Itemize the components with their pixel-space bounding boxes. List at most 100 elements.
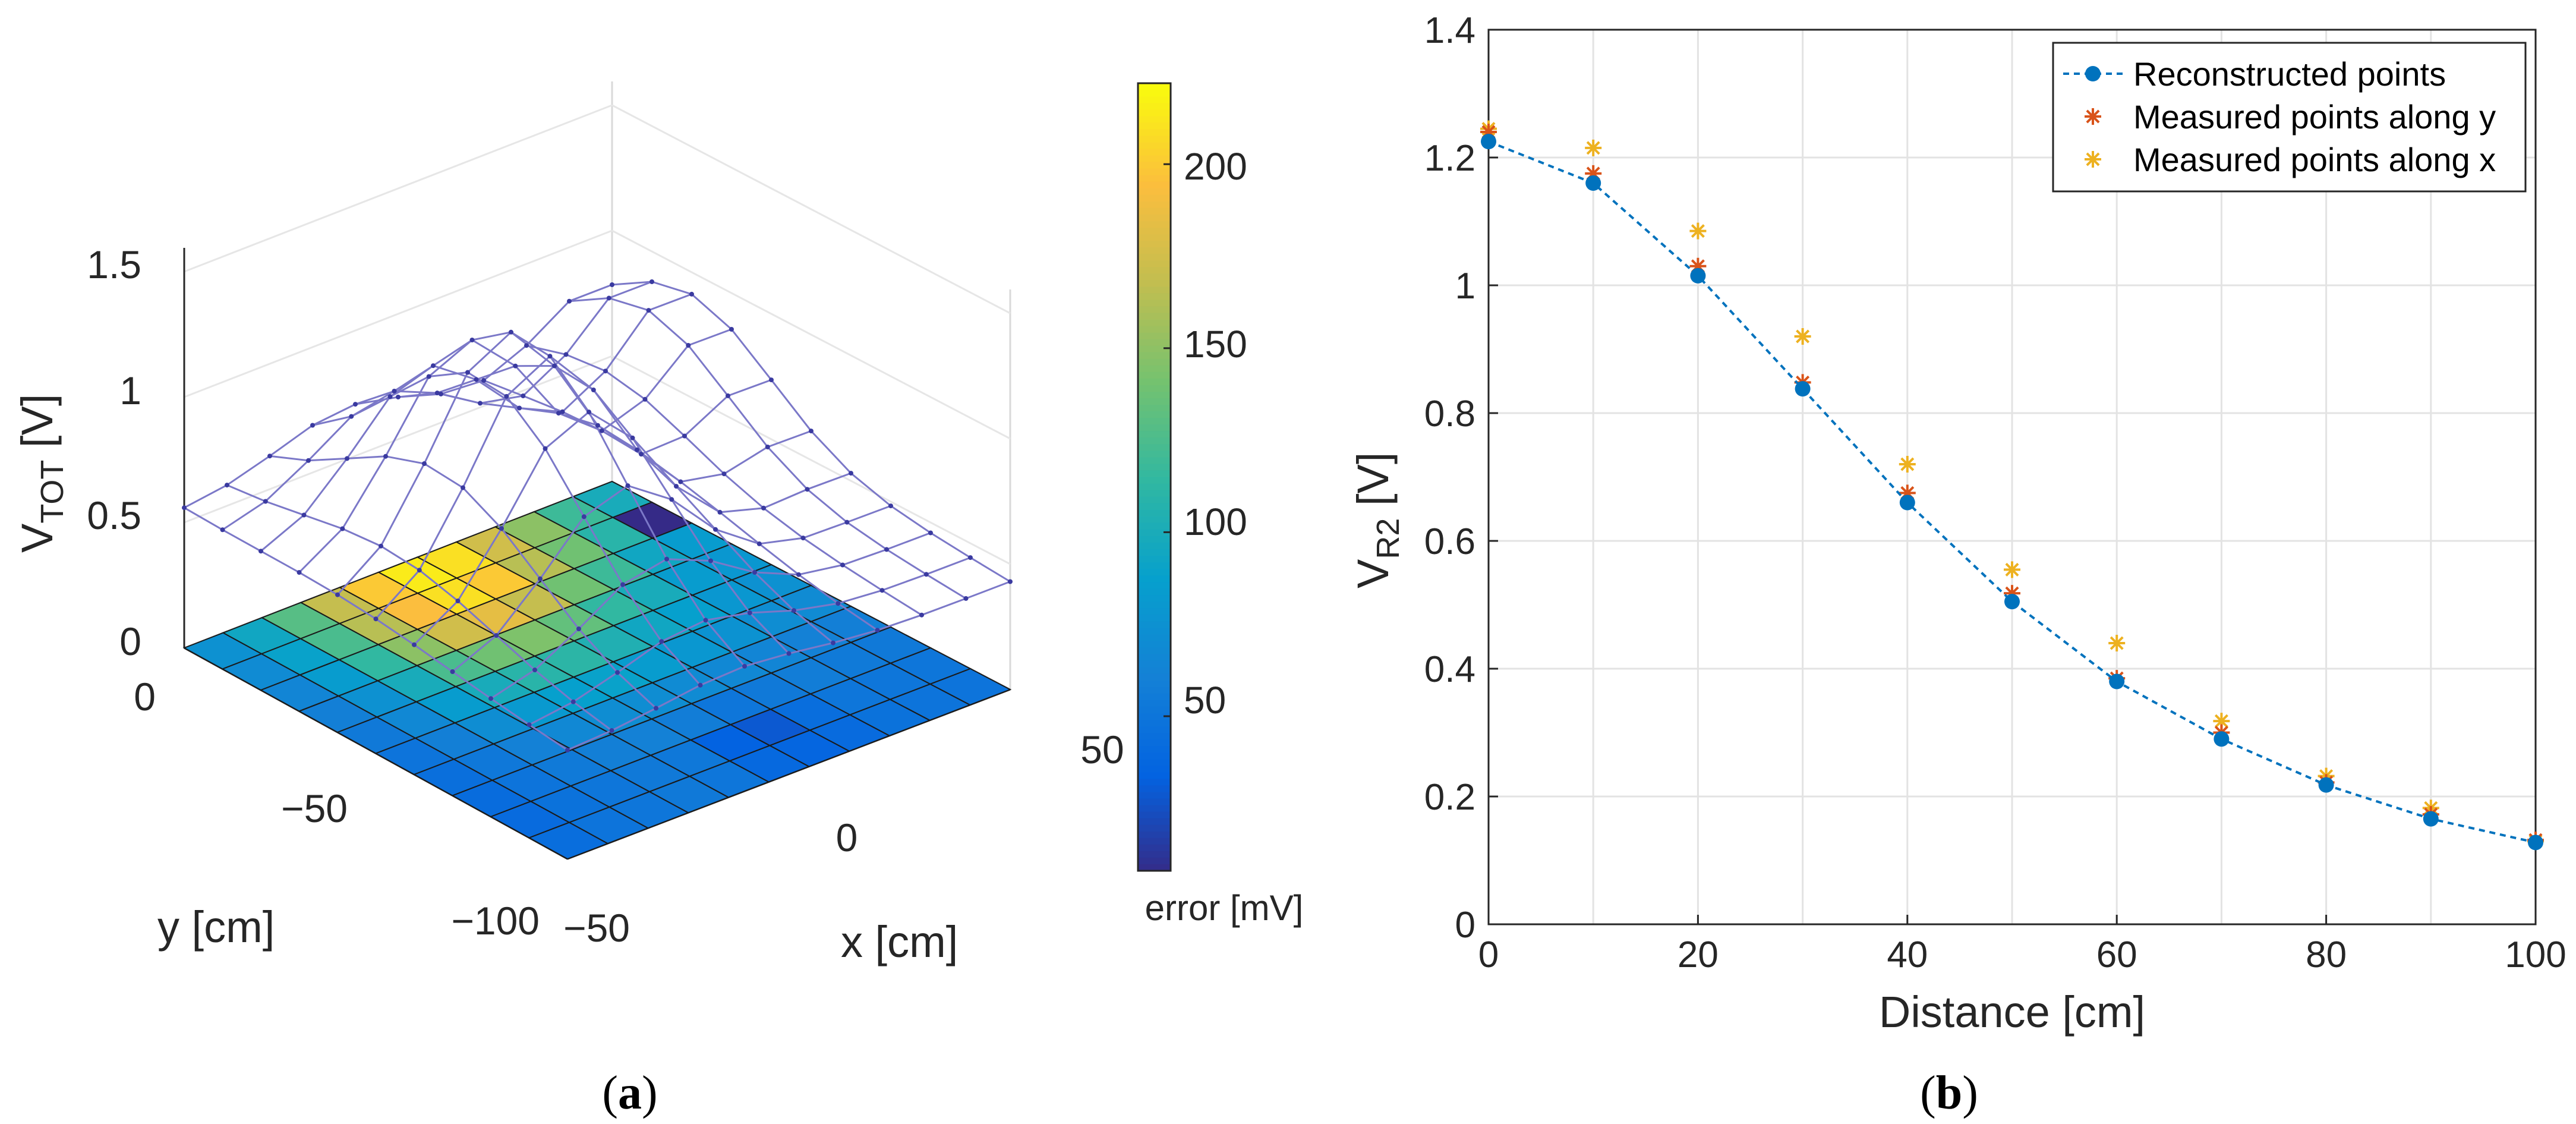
x-tick-label: 20 <box>1678 934 1719 975</box>
mesh-point <box>570 699 576 704</box>
colorbar-segment <box>1138 273 1171 281</box>
colorbar-segment <box>1138 706 1171 714</box>
colorbar-segment <box>1138 358 1171 366</box>
mesh-point <box>646 308 651 313</box>
asterisk-stroke <box>1900 457 1915 471</box>
colorbar-segment <box>1138 746 1171 754</box>
y-tick-label: 0 <box>134 675 156 719</box>
colorbar-segment <box>1138 667 1171 675</box>
colorbar-segment <box>1138 720 1171 728</box>
colorbar-segment <box>1138 207 1171 215</box>
mesh-point <box>263 499 268 504</box>
colorbar-segment <box>1138 306 1171 314</box>
z-tick-label: 1 <box>119 369 141 413</box>
z-label-unit: [V] <box>12 394 62 460</box>
data-point <box>2108 635 2126 651</box>
mesh-point <box>809 429 814 434</box>
colorbar-segment <box>1138 660 1171 668</box>
mesh-point <box>630 435 635 440</box>
data-point <box>1689 222 1707 240</box>
colorbar-segment <box>1138 300 1171 307</box>
mesh-point <box>552 363 557 369</box>
colorbar-segment <box>1138 136 1171 143</box>
mesh-point <box>297 570 302 575</box>
colorbar-segment <box>1138 588 1171 596</box>
y-tick-label: −50 <box>281 786 348 830</box>
y-tick-label: 0 <box>1455 905 1475 946</box>
mesh-point <box>635 447 639 452</box>
mesh-point <box>521 393 526 398</box>
colorbar-segment <box>1138 103 1171 111</box>
line-chart: 0 0.2 0.4 0.6 0.8 1 1.2 1.4 0 20 40 60 80 100 VR2 [V… <box>1348 10 2566 1119</box>
colorbar-segment <box>1138 227 1171 235</box>
z-gridline <box>611 229 1011 440</box>
colorbar-segment <box>1138 844 1171 852</box>
colorbar-segment <box>1138 838 1171 845</box>
mesh-point <box>465 370 470 375</box>
mesh-point <box>792 608 796 613</box>
colorbar-tick-label: 200 <box>1184 145 1247 188</box>
mesh-point <box>182 505 187 511</box>
asterisk-stroke <box>2005 562 2019 577</box>
colorbar-segment <box>1138 726 1171 734</box>
mesh-point <box>923 572 929 577</box>
mesh-point <box>335 592 340 597</box>
colorbar-segment <box>1138 129 1171 137</box>
asterisk-stroke <box>2086 109 2100 124</box>
x-tick-label: 50 <box>1080 728 1124 772</box>
colorbar-segment <box>1138 615 1171 622</box>
mesh-point <box>639 452 644 457</box>
y-axis-label: VR2 [V] <box>1348 452 1406 588</box>
y-label-sub: R2 <box>1370 518 1406 559</box>
colorbar-segment <box>1138 805 1171 813</box>
colorbar-segment <box>1138 332 1171 340</box>
colorbar-segment <box>1138 109 1171 117</box>
mesh-point <box>879 588 885 593</box>
series-line <box>1488 140 2536 844</box>
colorbar <box>1137 82 1172 872</box>
legend-marker <box>2085 151 2101 168</box>
colorbar-tick-label: 100 <box>1184 500 1247 543</box>
mesh-point <box>928 530 933 536</box>
z-tick-label: 0 <box>119 619 141 663</box>
colorbar-segment <box>1138 602 1171 609</box>
colorbar-segment <box>1138 753 1171 760</box>
colorbar-segment <box>1138 313 1171 320</box>
mesh-point <box>796 572 801 577</box>
z-tick-label: 0.5 <box>87 493 141 537</box>
mesh-point <box>606 295 611 301</box>
colorbar-segment <box>1138 700 1171 707</box>
colorbar-segment <box>1138 634 1171 642</box>
svg-text:VTOT [V]: VTOT [V] <box>12 394 70 553</box>
mesh-point <box>587 410 591 415</box>
mesh-point <box>664 556 669 562</box>
x-axis-label: Distance [cm] <box>1879 987 2145 1037</box>
panel-label-a: (a) <box>602 1067 657 1119</box>
mesh-point <box>603 369 608 374</box>
colorbar-segment <box>1138 569 1171 577</box>
colorbar-segment <box>1138 431 1171 439</box>
mesh-point <box>765 445 770 449</box>
mesh-point <box>805 487 810 492</box>
mesh-point <box>1008 579 1013 584</box>
colorbar-segment <box>1138 864 1171 871</box>
data-point <box>1481 134 1496 150</box>
data-point <box>2318 777 2334 793</box>
legend-item: Measured points along y <box>2085 98 2496 136</box>
colorbar-segment <box>1138 175 1171 182</box>
legend-asterisk <box>2085 151 2101 168</box>
y-axis-label: y [cm] <box>157 902 275 952</box>
legend-item: Measured points along x <box>2085 141 2496 178</box>
colorbar-segment <box>1138 536 1171 543</box>
mesh-point <box>674 484 679 489</box>
mesh-point <box>469 338 475 342</box>
mesh-point <box>649 279 654 284</box>
mesh-point <box>396 395 401 399</box>
mesh-point <box>488 696 493 701</box>
mesh-point <box>591 388 596 392</box>
colorbar-segment <box>1138 286 1171 294</box>
colorbar-segment <box>1138 437 1171 445</box>
mesh-point <box>713 527 718 532</box>
mesh-point <box>565 747 570 753</box>
